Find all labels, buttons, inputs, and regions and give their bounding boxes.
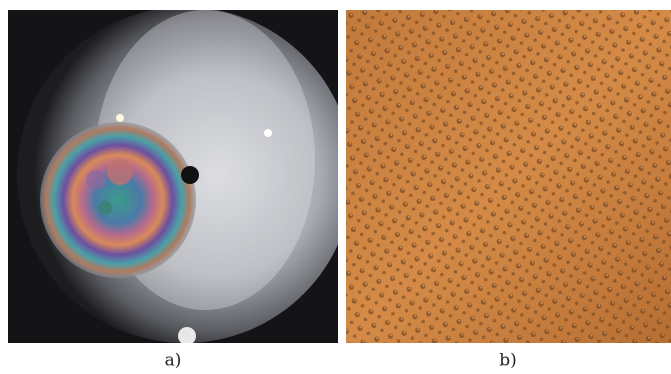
figure: a) b) — [0, 0, 671, 374]
photo-b — [346, 10, 671, 343]
panel-label: b) — [499, 351, 517, 371]
photo-a — [8, 7, 353, 345]
panel-label: a) — [165, 351, 182, 371]
